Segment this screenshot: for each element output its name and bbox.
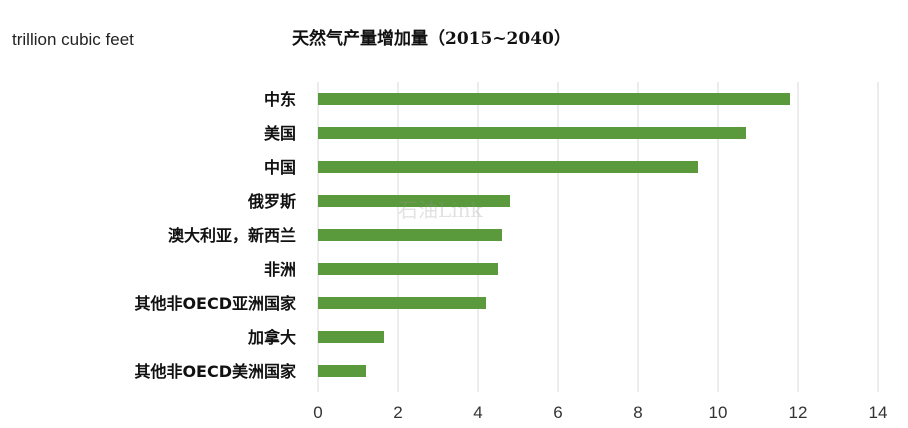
category-label: 美国 [264,124,296,143]
x-tick-label: 12 [789,403,808,422]
bar [318,297,486,309]
category-label: 中东 [264,90,296,109]
x-tick-labels: 0 2 4 6 8 10 12 14 [313,403,887,422]
category-label: 中国 [264,158,296,177]
category-label: 澳大利亚，新西兰 [168,226,296,245]
bar [318,331,384,343]
bar [318,365,366,377]
x-tick-label: 10 [709,403,728,422]
x-tick-label: 4 [473,403,482,422]
bar [318,229,502,241]
bar [318,161,698,173]
category-label: 非洲 [264,260,296,279]
x-tick-label: 14 [869,403,888,422]
chart-title: 天然气产量增加量（2015~2040） [292,29,571,49]
category-label: 加拿大 [247,328,296,347]
bar [318,127,746,139]
watermark-text: 石油Link [398,198,483,222]
bar [318,263,498,275]
bar-layer [318,93,790,377]
x-tick-label: 8 [633,403,642,422]
x-tick-label: 2 [393,403,402,422]
category-label: 其他非OECD亚洲国家 [134,294,297,313]
bar [318,195,510,207]
category-label: 俄罗斯 [247,192,296,211]
unit-label: trillion cubic feet [12,30,134,49]
category-labels: 中东美国中国俄罗斯澳大利亚，新西兰非洲其他非OECD亚洲国家加拿大其他非OECD… [134,90,297,381]
bar [318,93,790,105]
x-tick-label: 6 [553,403,562,422]
x-tick-label: 0 [313,403,322,422]
category-label: 其他非OECD美洲国家 [134,362,297,381]
